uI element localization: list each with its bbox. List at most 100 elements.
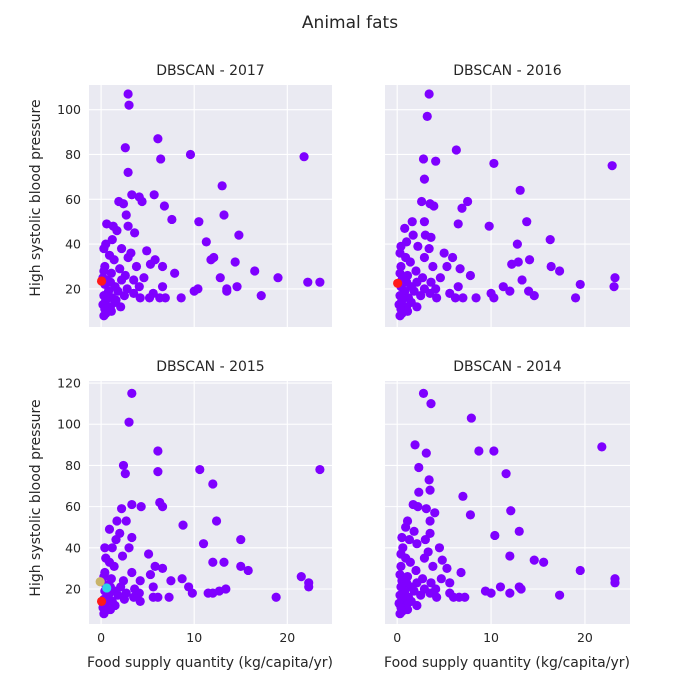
data-point [299, 152, 309, 162]
data-point [529, 555, 539, 565]
data-point [413, 241, 423, 251]
data-point [420, 534, 430, 545]
data-point [208, 557, 218, 567]
data-point [215, 273, 225, 283]
data-point [514, 526, 524, 536]
data-point [529, 291, 539, 301]
data-point [609, 282, 619, 292]
data-point [417, 196, 427, 207]
data-point [414, 462, 424, 473]
x-tick-label: 10 [483, 630, 499, 645]
data-point [539, 557, 549, 567]
data-point [546, 261, 556, 272]
subplot-1: 20 40 60 80 100 DBSCAN - 2017 [57, 63, 332, 327]
data-point [123, 89, 133, 99]
subplot-title: DBSCAN - 2016 [453, 63, 562, 79]
data-point [610, 578, 620, 588]
plot-background [89, 381, 332, 624]
data-point [201, 237, 211, 247]
data-point [412, 600, 422, 611]
data-point [118, 460, 129, 471]
y-tick-label: 40 [65, 540, 81, 555]
data-point [505, 588, 515, 598]
data-point [428, 561, 438, 571]
data-point [236, 561, 246, 571]
data-point [422, 111, 432, 121]
data-point [522, 217, 532, 227]
data-point [501, 469, 511, 479]
data-point [393, 278, 403, 288]
y-tick-label: 100 [57, 417, 81, 432]
data-point [102, 583, 112, 593]
data-point [408, 230, 418, 240]
data-point [271, 592, 281, 602]
data-point [396, 261, 406, 272]
scatter-points [393, 89, 620, 321]
data-point [421, 448, 431, 458]
data-point [455, 264, 465, 274]
data-point [429, 201, 439, 211]
x-tick-label: 0 [97, 630, 105, 645]
data-point [95, 577, 105, 587]
data-point [395, 311, 405, 321]
x-tick-label: 0 [393, 630, 401, 645]
data-point [465, 270, 476, 281]
data-point [117, 551, 128, 561]
data-point [409, 586, 419, 596]
data-point [489, 158, 499, 169]
data-point [177, 574, 187, 584]
data-point [134, 282, 144, 292]
data-point [439, 248, 449, 258]
data-point [458, 293, 468, 303]
data-point [426, 399, 436, 409]
data-point [176, 293, 186, 303]
plot-background [385, 381, 630, 624]
data-point [516, 584, 526, 594]
data-point [517, 275, 527, 285]
data-point [124, 100, 134, 110]
data-point [434, 543, 445, 553]
data-point [124, 417, 134, 427]
data-point [167, 214, 177, 225]
data-point [160, 293, 170, 303]
data-point [232, 282, 242, 292]
data-point [124, 543, 134, 553]
data-point [123, 167, 133, 177]
data-point [137, 196, 147, 207]
data-point [435, 273, 445, 283]
data-point [107, 235, 117, 245]
data-point [112, 516, 122, 526]
data-point [150, 561, 160, 571]
data-point [116, 275, 127, 285]
data-point [411, 565, 421, 576]
data-point [109, 255, 119, 265]
data-point [424, 243, 434, 254]
data-point [106, 574, 116, 584]
data-point [211, 516, 222, 526]
data-point [425, 588, 435, 598]
data-point [156, 154, 166, 164]
data-point [185, 149, 196, 160]
data-point [99, 311, 109, 321]
data-point [315, 277, 325, 287]
data-point [405, 257, 415, 267]
data-point [425, 288, 435, 298]
data-point [135, 576, 145, 586]
data-point [409, 526, 419, 536]
data-point [116, 302, 126, 312]
data-point [515, 185, 525, 195]
data-point [143, 549, 154, 559]
data-point [414, 487, 424, 497]
data-point [145, 259, 156, 269]
scatter-points [95, 388, 325, 619]
data-point [109, 561, 119, 571]
data-point [99, 266, 109, 276]
data-point [236, 534, 246, 545]
y-tick-label: 60 [65, 499, 81, 514]
data-point [410, 440, 420, 450]
data-point [432, 293, 442, 303]
subplot-title: DBSCAN - 2014 [453, 359, 562, 375]
data-point [447, 252, 458, 263]
data-point [554, 590, 565, 600]
